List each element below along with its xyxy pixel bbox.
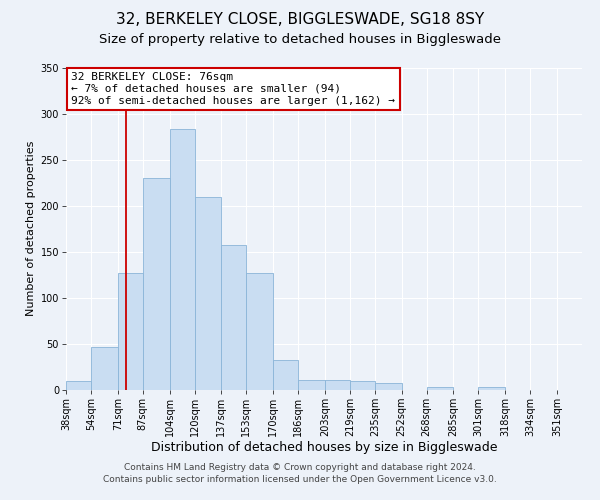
Bar	[273, 360, 298, 390]
Bar	[221, 246, 247, 390]
Bar	[170, 129, 194, 390]
Bar	[478, 387, 505, 390]
Bar	[194, 196, 221, 390]
Text: 32, BERKELEY CLOSE, BIGGLESWADE, SG18 8SY: 32, BERKELEY CLOSE, BIGGLESWADE, SG18 8S…	[116, 12, 484, 28]
Text: Contains HM Land Registry data © Crown copyright and database right 2024.: Contains HM Land Registry data © Crown c…	[124, 464, 476, 472]
Y-axis label: Number of detached properties: Number of detached properties	[26, 141, 36, 316]
Bar	[66, 381, 91, 390]
Bar	[375, 382, 401, 390]
Bar	[325, 380, 350, 390]
Text: 32 BERKELEY CLOSE: 76sqm
← 7% of detached houses are smaller (94)
92% of semi-de: 32 BERKELEY CLOSE: 76sqm ← 7% of detache…	[71, 72, 395, 106]
Bar	[118, 273, 143, 390]
Bar	[143, 178, 170, 390]
Text: Size of property relative to detached houses in Biggleswade: Size of property relative to detached ho…	[99, 32, 501, 46]
Bar	[350, 381, 375, 390]
Bar	[298, 380, 325, 390]
Bar	[247, 273, 273, 390]
Bar	[427, 387, 454, 390]
Text: Contains public sector information licensed under the Open Government Licence v3: Contains public sector information licen…	[103, 475, 497, 484]
Bar	[91, 346, 118, 390]
X-axis label: Distribution of detached houses by size in Biggleswade: Distribution of detached houses by size …	[151, 440, 497, 454]
